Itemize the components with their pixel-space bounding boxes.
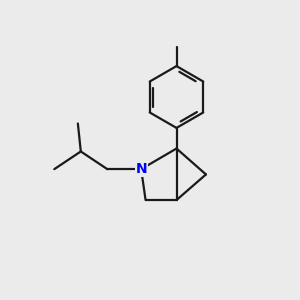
- Text: N: N: [135, 162, 147, 176]
